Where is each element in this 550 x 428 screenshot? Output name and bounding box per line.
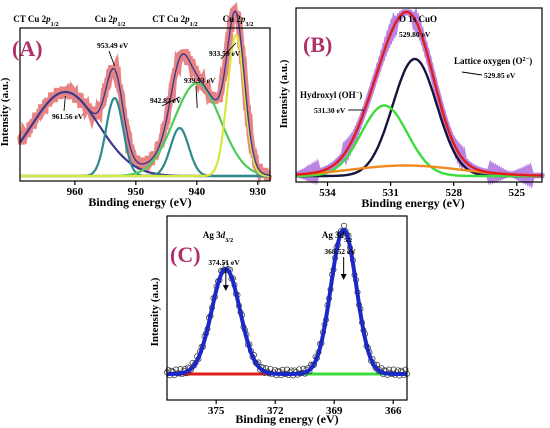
xtick-label-531: 531 xyxy=(382,187,399,199)
panel-a-letter: (A) xyxy=(12,36,43,61)
panel-c-peak-label-2: 368.52 eV xyxy=(324,247,356,256)
panel-b-ylabel: Intensity (a.u.) xyxy=(278,59,290,128)
panel-a-top-labels: CT Cu 2p1/2 Cu 2p1/2 CT Cu 2p1/2 Cu 2p3/2 xyxy=(13,14,253,28)
xtick-label-525: 525 xyxy=(509,187,526,199)
panel-b-label-cuo: O 1s CuO xyxy=(399,14,437,24)
panel-c-xticks: 375 372 369 366 xyxy=(208,400,402,417)
panel-a-envelope xyxy=(19,10,271,176)
panel-b-arrow-lattice xyxy=(461,71,483,76)
panel-a-frame xyxy=(19,27,271,182)
panel-b-label-lattice: Lattice oxygen (O2−) xyxy=(454,56,532,67)
panel-c-ylabel: Intensity (a.u.) xyxy=(149,277,161,346)
panel-c-peak-arrowhead-1 xyxy=(222,285,229,291)
panel-a-peak-arrow-3 xyxy=(161,96,180,107)
panel-b-value-hydroxyl: 531.30 eV xyxy=(314,106,346,115)
panel-b-frame xyxy=(295,7,543,183)
panel-b-value-cuo: 529.80 eV xyxy=(399,30,431,39)
panel-a-top-label-4: Cu 2p3/2 xyxy=(223,14,254,28)
panel-c-raw-point xyxy=(341,222,347,229)
xtick-label-366: 366 xyxy=(385,405,402,417)
panel-a-peak-labels: 961.56 eV 953.49 eV 942.82 eV 939.93 eV 933.… xyxy=(52,41,241,121)
panel-c: (C) Intensity (a.u.) Binding energy (eV)… xyxy=(149,215,410,426)
xtick-label-375: 375 xyxy=(208,405,225,417)
panel-a-xlabel: Binding energy (eV) xyxy=(88,195,191,209)
panel-a: (A) Intensity (a.u.) Binding energy (eV)… xyxy=(0,2,273,209)
panel-a-peak-arrow-5 xyxy=(220,42,237,60)
xtick-label-528: 528 xyxy=(445,187,462,199)
panel-c-envelope xyxy=(167,227,407,376)
panel-a-xticks: 960 950 940 930 xyxy=(67,181,267,198)
panel-a-peak-arrow-4 xyxy=(195,85,198,109)
panel-c-peak-label-1: 374.51 eV xyxy=(208,258,240,267)
panel-a-peak-arrow-1 xyxy=(63,95,66,112)
panel-a-peak-label-2: 953.49 eV xyxy=(97,41,129,50)
panel-c-letter: (C) xyxy=(170,242,201,267)
panel-b-letter: (B) xyxy=(303,32,332,57)
xtick-label-372: 372 xyxy=(267,405,284,417)
panel-a-peak-label-3: 942.82 eV xyxy=(150,96,182,105)
panel-a-peak-arrow-2 xyxy=(108,50,115,67)
panel-a-peak-label-5: 933.59 eV xyxy=(209,49,241,58)
panel-b-plot xyxy=(295,6,545,190)
xtick-label-960: 960 xyxy=(67,186,84,198)
panel-b-envelope xyxy=(296,10,542,177)
panel-b: (B) Intensity (a.u.) Binding energy (eV)… xyxy=(278,6,545,210)
panel-a-peak-label-4: 939.93 eV xyxy=(184,76,216,85)
panel-b-component-2 xyxy=(295,104,542,178)
panel-c-peak-arrowhead-2 xyxy=(340,274,347,280)
xtick-label-950: 950 xyxy=(128,186,145,198)
xtick-label-534: 534 xyxy=(319,187,336,199)
panel-a-component-5 xyxy=(20,33,271,178)
panel-b-label-hydroxyl: Hydroxyl (OH−) xyxy=(300,90,362,101)
panel-c-frame xyxy=(166,215,408,401)
panel-a-top-label-3: CT Cu 2p1/2 xyxy=(152,14,197,28)
panel-a-top-label-1: CT Cu 2p1/2 xyxy=(13,14,58,28)
panel-c-top-label-1: Ag 3d3/2 xyxy=(203,230,233,244)
panel-c-xlabel: Binding energy (eV) xyxy=(235,412,338,426)
panel-b-xlabel: Binding energy (eV) xyxy=(361,196,464,210)
panel-a-peak-label-1: 961.56 eV xyxy=(52,112,84,121)
panel-b-value-lattice: 529.85 eV xyxy=(484,71,516,80)
xtick-label-930: 930 xyxy=(250,186,267,198)
panel-a-plot xyxy=(16,2,273,185)
panel-a-top-label-2: Cu 2p1/2 xyxy=(95,14,126,28)
xtick-label-369: 369 xyxy=(326,405,343,417)
panel-b-xticks: 534 531 528 525 xyxy=(319,182,526,199)
xtick-label-940: 940 xyxy=(189,186,206,198)
panel-c-top-label-2: Ag 3d5/2 xyxy=(322,230,352,244)
panel-b-component-labels: O 1s CuO 529.80 eV Lattice oxygen (O2−) 529… xyxy=(300,14,532,115)
panel-c-peak-labels: 374.51 eV 368.52 eV xyxy=(208,247,356,291)
panel-c-top-labels: Ag 3d3/2 Ag 3d5/2 xyxy=(203,230,352,244)
panel-c-plot xyxy=(164,222,410,379)
panel-a-ylabel: Intensity (a.u.) xyxy=(0,77,11,146)
